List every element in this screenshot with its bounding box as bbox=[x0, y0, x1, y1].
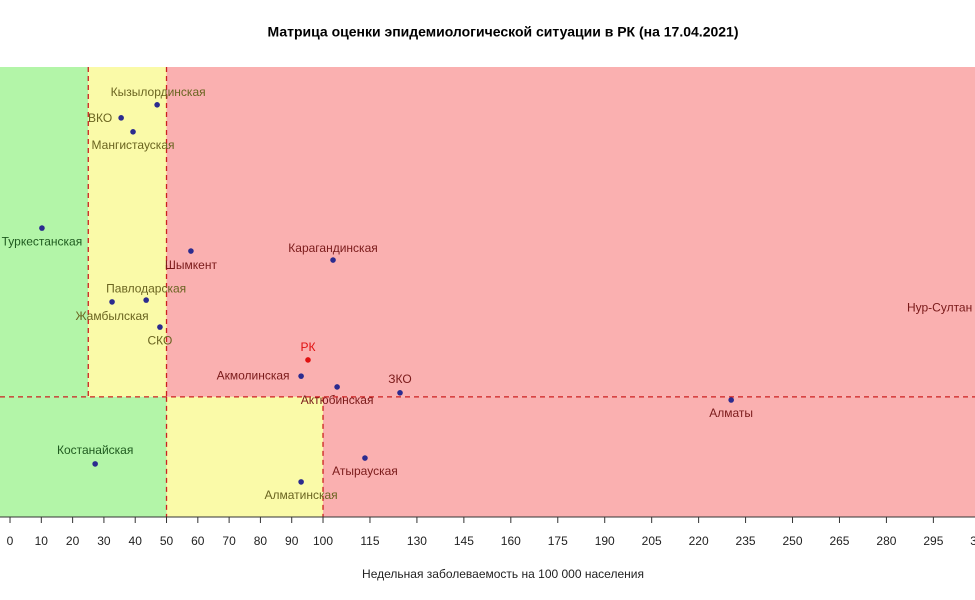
point bbox=[188, 248, 194, 254]
x-tick-label: 70 bbox=[222, 534, 236, 548]
x-tick-label: 80 bbox=[254, 534, 268, 548]
point-label: Карагандинская bbox=[288, 241, 377, 255]
point bbox=[109, 299, 115, 305]
x-tick-label: 40 bbox=[129, 534, 143, 548]
point-label: Шымкент bbox=[165, 258, 218, 272]
x-tick-label: 60 bbox=[191, 534, 205, 548]
point-label: Акмолинская bbox=[217, 368, 290, 382]
point-label: Алматинская bbox=[265, 488, 338, 502]
red-zone bbox=[323, 396, 975, 517]
x-tick-label: 130 bbox=[407, 534, 427, 548]
x-tick-label: 30 bbox=[97, 534, 111, 548]
x-tick-label: 250 bbox=[783, 534, 803, 548]
x-tick-label: 90 bbox=[285, 534, 299, 548]
point bbox=[298, 479, 304, 485]
point bbox=[362, 455, 368, 461]
point bbox=[298, 373, 304, 379]
point bbox=[305, 357, 311, 363]
x-tick-label: 280 bbox=[876, 534, 896, 548]
x-tick-label: 115 bbox=[360, 534, 379, 548]
point-label: СКО bbox=[148, 333, 173, 347]
point-label: РК bbox=[300, 340, 315, 354]
point-label: Туркестанская bbox=[2, 234, 83, 248]
point-label: Костанайская bbox=[57, 443, 133, 457]
point bbox=[39, 225, 45, 231]
point bbox=[130, 129, 136, 135]
x-tick-label: 20 bbox=[66, 534, 80, 548]
x-tick-label: 265 bbox=[829, 534, 849, 548]
x-tick-label: 0 bbox=[7, 534, 14, 548]
point-label: Мангистауская bbox=[92, 138, 175, 152]
point-label: Жамбылская bbox=[75, 309, 148, 323]
green-zone bbox=[0, 396, 167, 517]
x-tick-label: 235 bbox=[736, 534, 756, 548]
point bbox=[154, 102, 160, 108]
yellow-zone bbox=[88, 67, 167, 397]
green-zone bbox=[0, 67, 89, 397]
point-label: Актюбинская bbox=[301, 393, 374, 407]
point bbox=[118, 115, 124, 121]
x-tick-label: 310 bbox=[970, 534, 975, 548]
x-tick-label: 205 bbox=[642, 534, 662, 548]
x-tick-label: 295 bbox=[923, 534, 943, 548]
point bbox=[397, 390, 403, 396]
point-label: Нур-Султан bbox=[907, 300, 972, 314]
red-zone bbox=[166, 67, 975, 397]
x-axis-label: Недельная заболеваемость на 100 000 насе… bbox=[362, 567, 644, 581]
point-label: ЗКО bbox=[388, 372, 411, 386]
point bbox=[143, 297, 149, 303]
x-tick-label: 100 bbox=[313, 534, 333, 548]
x-tick-label: 220 bbox=[689, 534, 709, 548]
x-tick-label: 160 bbox=[501, 534, 521, 548]
point bbox=[157, 324, 163, 330]
x-tick-label: 175 bbox=[548, 534, 568, 548]
point bbox=[330, 257, 336, 263]
zones bbox=[0, 67, 975, 517]
x-tick-label: 10 bbox=[35, 534, 49, 548]
point bbox=[728, 397, 734, 403]
point-label: Атырауская bbox=[332, 464, 398, 478]
point-label: Кызылординская bbox=[111, 85, 206, 99]
chart-title: Матрица оценки эпидемиологической ситуац… bbox=[267, 24, 738, 40]
point-label: Алматы bbox=[709, 406, 753, 420]
point-label: ВКО bbox=[88, 111, 112, 125]
yellow-zone bbox=[166, 396, 324, 517]
x-tick-label: 145 bbox=[454, 534, 474, 548]
x-tick-label: 190 bbox=[595, 534, 615, 548]
point bbox=[334, 384, 340, 390]
point-label: Павлодарская bbox=[106, 281, 186, 295]
point bbox=[92, 461, 98, 467]
x-tick-label: 50 bbox=[160, 534, 174, 548]
